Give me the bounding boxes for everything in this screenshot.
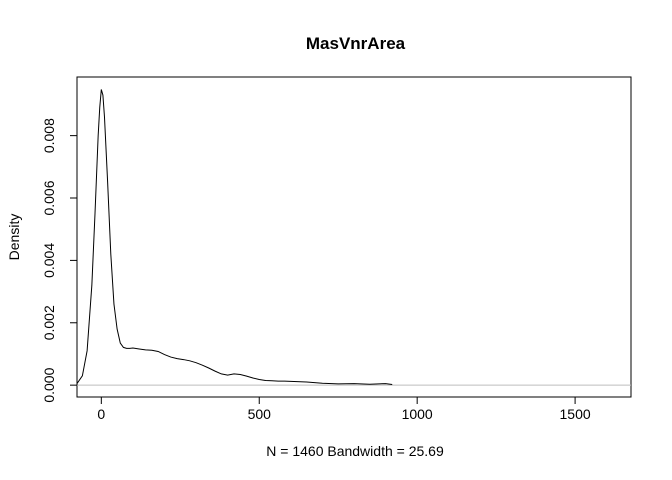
x-axis-label: N = 1460 Bandwidth = 25.69 xyxy=(266,443,444,459)
chart-title: MasVnrArea xyxy=(306,34,406,53)
y-tick-label: 0.006 xyxy=(41,180,57,215)
y-tick-label: 0.008 xyxy=(41,118,57,153)
x-tick-label: 500 xyxy=(248,406,272,422)
x-tick-label: 0 xyxy=(97,406,105,422)
density-curve xyxy=(76,89,393,386)
y-tick-label: 0.004 xyxy=(41,243,57,278)
y-tick-label: 0.000 xyxy=(41,367,57,402)
y-axis: 0.000 0.002 0.004 0.006 0.008 xyxy=(41,118,78,403)
x-tick-label: 1500 xyxy=(560,406,591,422)
x-axis: 0 500 1000 1500 xyxy=(97,396,591,422)
x-tick-label: 1000 xyxy=(402,406,433,422)
y-tick-label: 0.002 xyxy=(41,305,57,340)
y-axis-label: Density xyxy=(6,214,22,261)
